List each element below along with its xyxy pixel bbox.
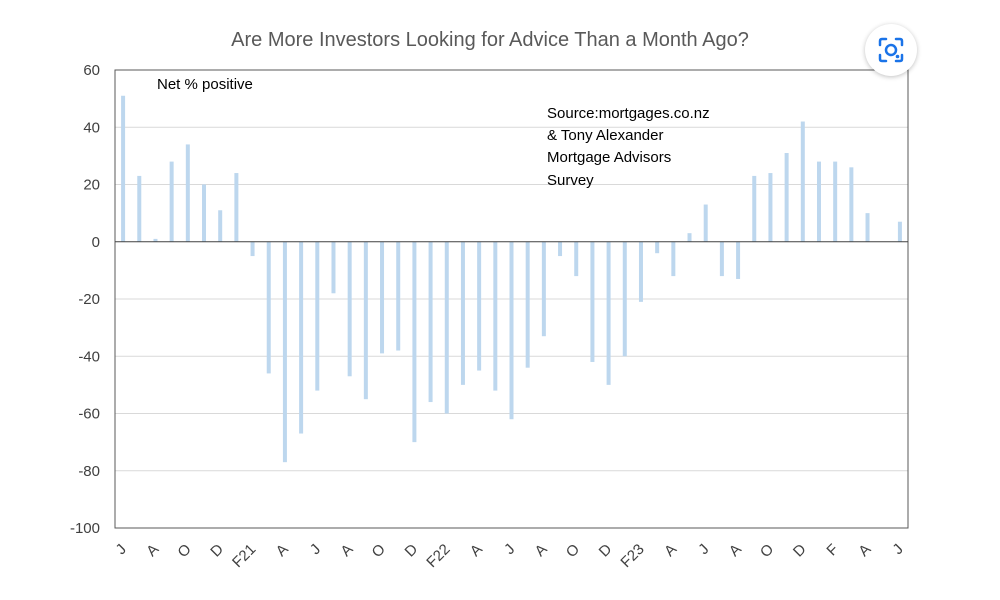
y-tick-label: -80 bbox=[78, 463, 100, 480]
bar bbox=[655, 241, 660, 254]
bar bbox=[671, 241, 676, 277]
bar bbox=[380, 241, 385, 354]
y-tick-label: 0 bbox=[92, 234, 100, 251]
bar bbox=[363, 241, 368, 400]
bar bbox=[428, 241, 433, 403]
bar bbox=[169, 161, 174, 242]
x-tick-label: D bbox=[790, 541, 810, 561]
x-tick-label: A bbox=[337, 541, 356, 560]
bar bbox=[477, 241, 482, 371]
y-tick-label: 20 bbox=[83, 177, 100, 194]
x-tick-label: O bbox=[369, 541, 389, 561]
bar bbox=[541, 241, 546, 337]
bar bbox=[687, 233, 692, 242]
svg-text:& Tony Alexander: & Tony Alexander bbox=[547, 127, 663, 144]
x-tick-label: A bbox=[726, 541, 745, 560]
svg-text:Source:mortgages.co.nz: Source:mortgages.co.nz bbox=[547, 105, 710, 122]
bar bbox=[444, 241, 449, 414]
y-tick-label: -60 bbox=[78, 406, 100, 423]
bar bbox=[816, 161, 821, 242]
bar bbox=[331, 241, 336, 294]
x-tick-label: J bbox=[307, 541, 324, 558]
bar bbox=[849, 167, 854, 242]
series-note: Net % positive bbox=[157, 76, 253, 93]
bar bbox=[315, 241, 320, 391]
bar bbox=[282, 241, 287, 463]
svg-text:Survey: Survey bbox=[547, 172, 594, 189]
bar bbox=[509, 241, 514, 420]
y-tick-label: 40 bbox=[83, 119, 100, 136]
bar bbox=[493, 241, 498, 391]
x-tick-label: A bbox=[855, 541, 874, 560]
bar bbox=[574, 241, 579, 277]
x-tick-label: O bbox=[563, 541, 583, 561]
bar bbox=[897, 221, 902, 242]
source-note: Source:mortgages.co.nz & Tony Alexander … bbox=[547, 105, 710, 189]
bar bbox=[606, 241, 611, 385]
y-axis-ticks: 60 40 20 0 -20 -40 -60 -80 -100 bbox=[70, 62, 100, 537]
bar bbox=[590, 241, 595, 362]
plot-area-border bbox=[114, 69, 909, 529]
x-tick-label: A bbox=[532, 541, 551, 560]
google-lens-icon bbox=[878, 37, 904, 63]
bar bbox=[299, 241, 304, 434]
x-tick-label: O bbox=[757, 541, 777, 561]
y-tick-label: -20 bbox=[78, 291, 100, 308]
bar bbox=[622, 241, 627, 357]
bar bbox=[719, 241, 724, 277]
bar bbox=[833, 161, 838, 242]
bar bbox=[703, 204, 708, 242]
bar bbox=[800, 121, 805, 242]
x-tick-label: D bbox=[402, 541, 422, 561]
bar bbox=[768, 173, 773, 242]
bars bbox=[121, 95, 902, 463]
bar bbox=[460, 241, 465, 385]
svg-text:Mortgage Advisors: Mortgage Advisors bbox=[547, 149, 671, 166]
x-tick-label: J bbox=[695, 541, 712, 558]
bar bbox=[558, 241, 563, 257]
x-tick-label: J bbox=[501, 541, 518, 558]
y-tick-label: -40 bbox=[78, 348, 100, 365]
bar bbox=[638, 241, 643, 302]
bar bbox=[137, 175, 142, 242]
bar bbox=[202, 184, 207, 242]
bar bbox=[218, 210, 223, 242]
bar bbox=[525, 241, 530, 368]
bar bbox=[752, 175, 757, 242]
x-tick-label: A bbox=[661, 541, 680, 560]
x-tick-label: A bbox=[273, 541, 292, 560]
bar bbox=[153, 238, 158, 242]
chart-title: Are More Investors Looking for Advice Th… bbox=[231, 29, 749, 51]
bar bbox=[412, 241, 417, 443]
bar bbox=[121, 95, 126, 242]
bar bbox=[784, 153, 789, 242]
x-tick-label: O bbox=[174, 541, 194, 561]
x-tick-label: J bbox=[889, 541, 906, 558]
x-tick-label: J bbox=[113, 541, 130, 558]
x-tick-label: F bbox=[823, 541, 842, 560]
y-tick-label: -100 bbox=[70, 520, 100, 537]
x-axis-ticks: J A O D F21 A J A O D F22 A J A O D F23 A J A O D F A J bbox=[113, 541, 907, 571]
x-tick-label: F21 bbox=[229, 541, 259, 571]
x-tick-label: D bbox=[207, 541, 227, 561]
bar bbox=[736, 241, 741, 279]
x-tick-label: F22 bbox=[423, 541, 453, 571]
x-tick-label: A bbox=[467, 541, 486, 560]
bar bbox=[396, 241, 401, 351]
lens-button[interactable] bbox=[865, 24, 917, 76]
x-tick-label: F23 bbox=[617, 541, 647, 571]
x-tick-label: D bbox=[596, 541, 616, 561]
bar bbox=[234, 173, 239, 242]
bar bbox=[185, 144, 190, 242]
y-tick-label: 60 bbox=[83, 62, 100, 79]
bar bbox=[250, 241, 255, 257]
bar bbox=[266, 241, 271, 374]
x-tick-label: A bbox=[143, 541, 162, 560]
bar bbox=[347, 241, 352, 377]
bar bbox=[865, 213, 870, 242]
